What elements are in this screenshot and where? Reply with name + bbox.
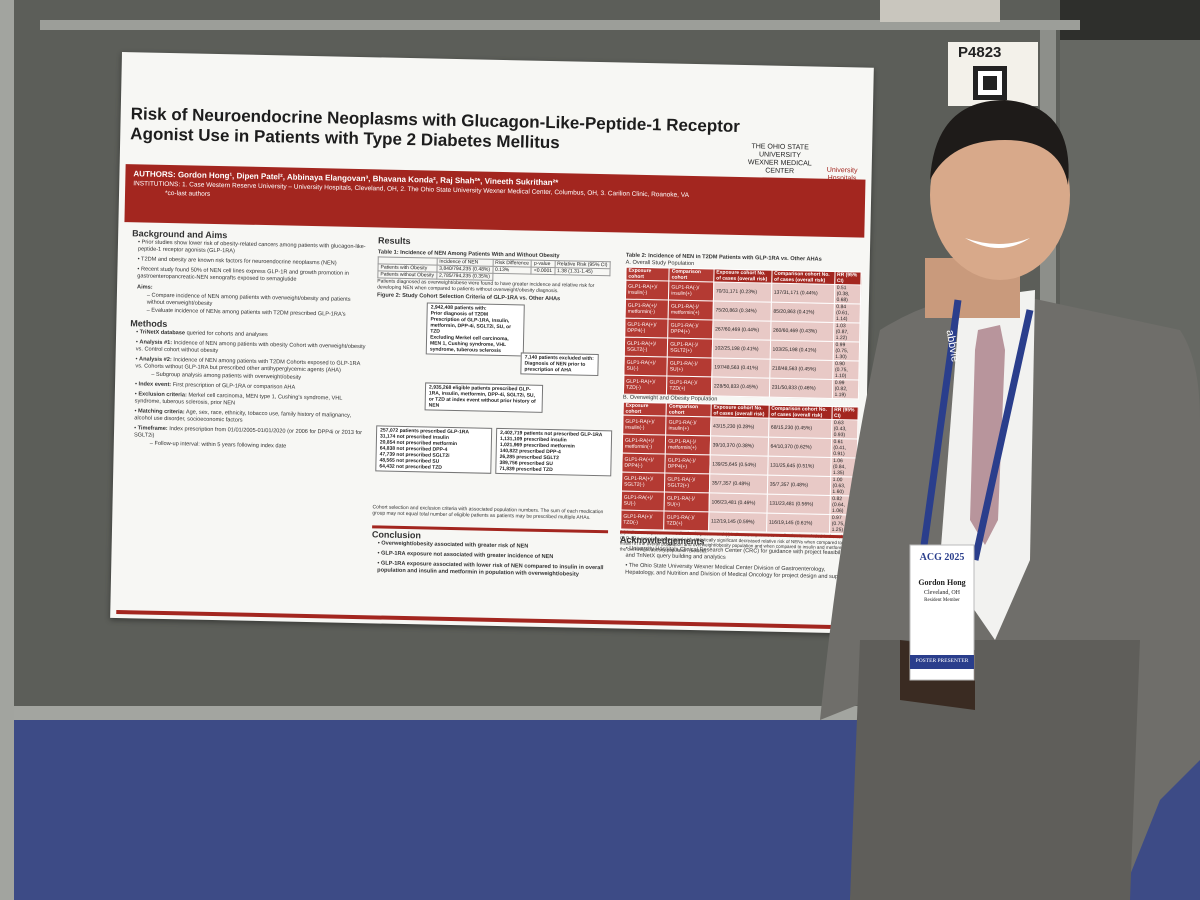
badge-city: Cleveland, OH — [924, 590, 960, 596]
frame-bottom — [0, 706, 900, 720]
qr-core — [983, 76, 997, 90]
badge-strip — [910, 655, 974, 669]
badge-name: Gordon Hong — [918, 578, 966, 587]
board-number: P4823 — [958, 44, 1002, 61]
badge-event: ACG 2025 — [919, 552, 965, 563]
frame-left — [0, 0, 14, 900]
pillar — [880, 0, 1000, 22]
smile — [965, 238, 1030, 248]
trousers — [850, 640, 1140, 900]
lanyard — [918, 299, 1034, 561]
face — [930, 110, 1070, 280]
frame-top — [40, 20, 1080, 30]
badge-member: Resident Member — [924, 598, 960, 603]
badge-role: POSTER PRESENTER — [915, 658, 969, 664]
hair — [930, 100, 1069, 185]
tie — [970, 325, 1005, 545]
